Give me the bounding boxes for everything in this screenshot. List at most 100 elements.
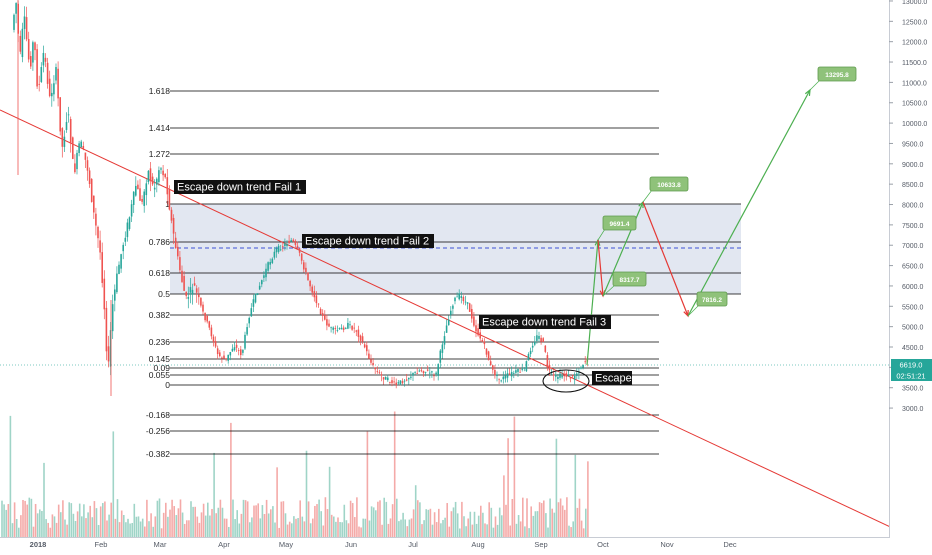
candle-body [124,237,127,242]
volume-bar [129,523,131,537]
projection-label-box [696,291,728,307]
candle [225,358,227,362]
candle-body [252,299,255,307]
volume-bar [398,521,400,537]
volume-bar [207,502,209,537]
volume-bar [448,526,451,537]
volume-bar [291,523,293,537]
candle [357,325,360,343]
candle-body [185,292,187,296]
candle-body [151,176,154,185]
candle-body [277,245,280,252]
candle [38,75,40,92]
candle-body [166,177,169,195]
candle [536,329,538,344]
volume-bar [391,504,394,537]
candle-body [55,67,57,81]
candle [298,247,301,257]
candle [219,349,221,358]
volume-bar [104,501,106,537]
candle-body [433,375,435,377]
candle [34,41,36,61]
candle-body [118,264,120,274]
annotation-fail-3: Escape down trend Fail 3 [482,317,606,329]
volume-bar [372,507,375,537]
candle-body [525,361,528,372]
candle-body [244,334,246,349]
fib-level-label: 0.786 [149,237,171,247]
candle [313,285,316,302]
volume-bar [429,508,432,537]
candle-body [567,374,570,377]
volume-bar [135,516,138,537]
volume-bar [188,520,190,537]
candle [258,282,261,291]
last-price-tag: 6619.0 [900,361,923,370]
volume-bar [486,524,488,537]
volume-bar [305,450,308,537]
candle-body [578,372,580,374]
price-tick-label: 11500.0 [902,60,927,67]
candle-body [393,381,395,383]
volume-bar [513,416,516,537]
volume-bar [526,498,528,537]
candle-body [187,297,190,299]
volume-bar [356,497,358,537]
candle [208,320,211,331]
candle [296,241,299,250]
price-tick-label: 10000.0 [902,121,927,128]
candle [582,364,584,370]
volume-bar [362,518,364,537]
candle [326,314,328,331]
volume-bar [582,528,585,537]
volume-bar [522,497,524,537]
volume-bar [461,501,463,537]
candle-body [158,170,160,183]
volume-bar [78,503,81,537]
candle [19,30,22,55]
candle-body [363,344,366,348]
volume-bar [339,522,341,537]
candle [303,259,305,273]
candle-body [30,56,32,67]
volume-bar [144,526,146,537]
candle [370,354,372,366]
candle-body [336,330,339,331]
candle [576,367,578,380]
candle [242,349,244,356]
volume-bar [53,516,56,537]
candle-body [429,372,431,374]
fib-level-label: 1.272 [149,149,171,159]
candle-body [250,308,253,317]
candle [277,243,280,254]
fib-level-label: 0.236 [149,337,171,347]
candle-body [307,272,309,281]
candle [338,327,341,331]
candle-body [107,346,110,362]
candle-body [510,372,513,377]
volume-bar [477,515,480,537]
candle-body [435,372,437,375]
candle-body [584,361,586,363]
volume-bar [177,508,180,537]
candle-body [202,304,204,312]
volume-bar [511,498,514,537]
candle [359,334,362,346]
volume-bar [383,497,385,537]
candle-body [492,365,494,370]
candle [15,2,17,24]
candle [44,53,47,68]
candle [330,326,332,333]
volume-bar [70,503,73,537]
volume-bar [345,520,348,537]
candle-body [519,371,521,373]
volume-bar [47,522,49,537]
volume-bar [102,503,104,537]
candle [21,22,24,63]
price-tick-label: 6000.0 [902,284,924,291]
candle-body [84,152,87,160]
candle-body [25,17,28,40]
candle [153,179,156,198]
candle [261,279,263,288]
